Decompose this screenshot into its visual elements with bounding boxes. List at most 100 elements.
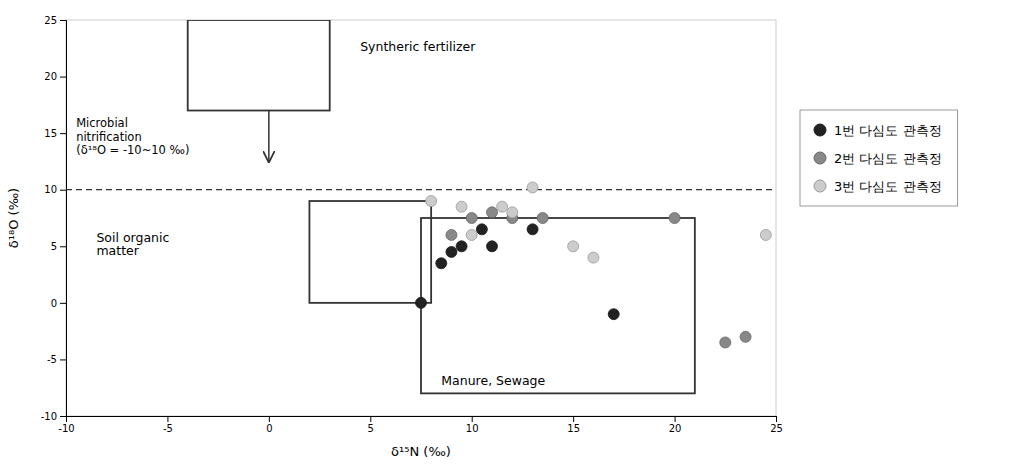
axis-line <box>60 21 67 417</box>
point <box>527 224 538 235</box>
point <box>760 229 771 240</box>
point <box>720 337 731 348</box>
tick-mark <box>60 246 66 247</box>
legend-swatch <box>814 152 826 164</box>
point <box>446 229 457 240</box>
series <box>446 207 751 348</box>
tick-label: -5 <box>163 423 173 434</box>
tick-label: 5 <box>368 423 374 434</box>
box-label: Manure, Sewage <box>441 373 545 388</box>
point <box>456 241 467 252</box>
series <box>416 224 620 320</box>
tick: 5 <box>368 416 374 434</box>
box-label: Soil organicmatter <box>96 230 169 258</box>
annotations: Syntheric fertilizer Soil organicmatter Ma… <box>76 39 545 388</box>
tick: 25 <box>770 416 783 434</box>
tick-mark <box>472 416 473 422</box>
x-axis-title: δ¹⁵N (‰) <box>391 444 451 459</box>
tick: -5 <box>163 416 173 434</box>
plot-frame <box>66 20 776 416</box>
box-label: Syntheric fertilizer <box>360 39 476 54</box>
point <box>487 241 498 252</box>
axis-line <box>67 417 777 423</box>
tick-label: -10 <box>41 411 57 422</box>
tick-mark <box>60 359 66 360</box>
point <box>446 246 457 257</box>
tick-label: 10 <box>44 184 57 195</box>
tick-label: 5 <box>51 241 57 252</box>
point <box>416 297 427 308</box>
y-axis-title: δ¹⁸O (‰) <box>6 188 21 248</box>
legend-item: 2번 다심도 관측정 <box>814 151 942 166</box>
point <box>487 207 498 218</box>
tick-mark <box>675 416 676 422</box>
tick: -5 <box>47 354 66 365</box>
point <box>568 241 579 252</box>
legend-frame <box>800 110 958 206</box>
tick: 5 <box>51 241 66 252</box>
tick: 25 <box>44 15 66 26</box>
point <box>537 213 548 224</box>
point <box>608 309 619 320</box>
legend-label: 2번 다심도 관측정 <box>834 151 942 166</box>
point <box>497 201 508 212</box>
reference-line <box>66 189 776 190</box>
tick-mark <box>776 416 777 422</box>
legend-swatch <box>814 124 826 136</box>
point <box>476 224 487 235</box>
tick-label: 15 <box>44 128 57 139</box>
source-box <box>309 201 431 303</box>
tick-label: 25 <box>44 15 57 26</box>
point <box>436 258 447 269</box>
tick-mark <box>60 303 66 304</box>
legend: 1번 다심도 관측정 2번 다심도 관측정 3번 다심도 관측정 <box>800 110 958 206</box>
legend-item: 1번 다심도 관측정 <box>814 123 942 138</box>
tick-label: 0 <box>51 298 57 309</box>
tick-mark <box>60 133 66 134</box>
tick: 15 <box>567 416 580 434</box>
point <box>466 213 477 224</box>
arrow <box>268 111 270 162</box>
tick-mark <box>269 416 270 422</box>
tick: 0 <box>51 298 66 309</box>
legend-label: 3번 다심도 관측정 <box>834 179 942 194</box>
point <box>527 182 538 193</box>
tick-label: 10 <box>466 423 479 434</box>
tick-mark <box>60 190 66 191</box>
marks <box>66 20 776 393</box>
tick: 20 <box>44 71 66 82</box>
plot: -10 -5 0 5 10 15 20 25 -10 -5 0 5 10 15 20 25 Syntheric … <box>41 15 783 434</box>
tick: 15 <box>44 128 66 139</box>
point <box>466 229 477 240</box>
point <box>507 207 518 218</box>
point <box>456 201 467 212</box>
tick-mark <box>167 416 168 422</box>
tick-mark <box>60 416 66 417</box>
tick-label: -10 <box>58 423 74 434</box>
tick: -10 <box>41 411 66 422</box>
tick-mark <box>60 20 66 21</box>
source-box <box>421 218 695 393</box>
tick-label: -5 <box>47 354 57 365</box>
tick-mark <box>370 416 371 422</box>
tick: 20 <box>669 416 682 434</box>
tick-label: 25 <box>770 423 783 434</box>
tick-label: 20 <box>669 423 682 434</box>
tick-label: 0 <box>266 423 272 434</box>
legend-item: 3번 다심도 관측정 <box>814 179 942 194</box>
tick-label: 15 <box>567 423 580 434</box>
x-axis: -10 -5 0 5 10 15 20 25 <box>58 416 783 434</box>
series <box>426 182 772 263</box>
point <box>588 252 599 263</box>
annotation: Microbialnitrification(δ¹⁸O = -10~10 ‰) <box>76 116 189 157</box>
tick: -10 <box>58 416 74 434</box>
chart: -10 -5 0 5 10 15 20 25 -10 -5 0 5 10 15 20 25 Syntheric … <box>0 0 1016 468</box>
y-axis: -10 -5 0 5 10 15 20 25 <box>41 15 67 422</box>
point <box>740 331 751 342</box>
point <box>426 196 437 207</box>
source-box <box>188 20 330 111</box>
tick: 10 <box>44 184 66 195</box>
legend-label: 1번 다심도 관측정 <box>834 123 942 138</box>
legend-swatch <box>814 180 826 192</box>
tick: 0 <box>266 416 272 434</box>
